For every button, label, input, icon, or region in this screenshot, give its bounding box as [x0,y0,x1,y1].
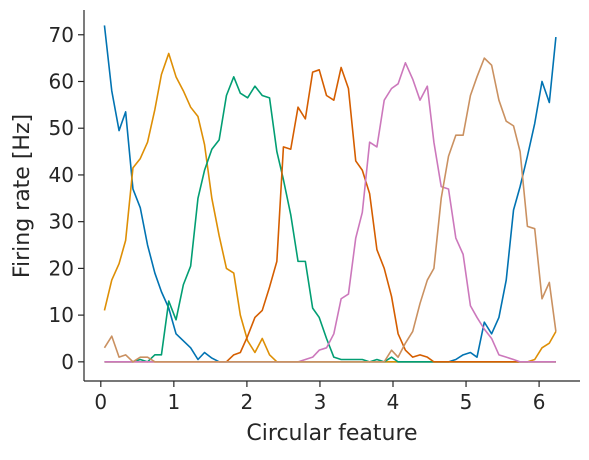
y-tick-label: 40 [49,163,74,187]
series-line [103,57,557,363]
x-tick-label: 1 [167,390,180,414]
series-line [104,62,556,363]
y-tick-label: 50 [49,116,74,140]
y-tick-label: 0 [61,350,74,374]
x-tick-label: 4 [387,390,400,414]
series-line [103,52,557,363]
y-tick-label: 30 [49,210,74,234]
x-tick-label: 5 [460,390,473,414]
y-tick-label: 10 [49,303,74,327]
x-tick-label: 6 [533,390,546,414]
y-axis-label: Firing rate [Hz] [10,114,35,278]
x-tick-label: 3 [314,390,327,414]
x-tick-label: 0 [94,390,107,414]
y-tick-label: 70 [49,23,74,47]
x-axis-label: Circular feature [246,421,417,446]
y-tick-label: 20 [49,256,74,280]
x-tick-label: 2 [241,390,254,414]
y-tick-label: 60 [49,69,74,93]
